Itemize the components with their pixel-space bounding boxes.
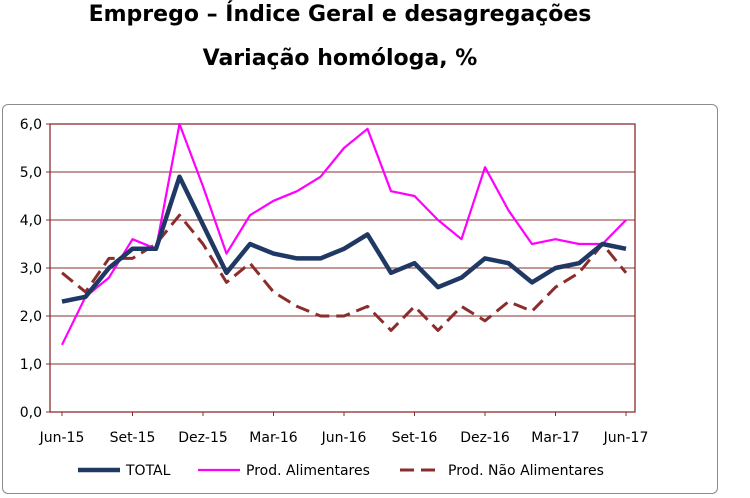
legend-label: TOTAL: [125, 463, 171, 479]
x-tick-label: Dez-16: [460, 430, 510, 446]
x-tick-label: Mar-16: [249, 430, 297, 446]
y-tick-label: 0,0: [20, 405, 42, 421]
legend-label: Prod. Não Alimentares: [448, 463, 604, 479]
grid-lines: [50, 123, 635, 413]
x-tick-label: Set-16: [392, 430, 438, 446]
chart-subtitle: Variação homóloga, %: [202, 46, 478, 71]
y-tick-label: 3,0: [20, 261, 42, 277]
series-line-prod-n-o-alimentares: [61, 213, 628, 332]
legend: TOTAL Prod. Alimentares Prod. Não Alimenta…: [78, 463, 604, 479]
x-tick-label: Set-15: [110, 430, 156, 446]
x-tick-label: Dez-15: [178, 430, 228, 446]
y-tick-label: 6,0: [20, 117, 42, 133]
x-tick-label: Jun-17: [603, 430, 649, 446]
y-tick-label: 5,0: [20, 165, 42, 181]
y-tick-label: 1,0: [20, 357, 42, 373]
series-line-prod-alimentares: [61, 122, 627, 346]
x-axis: Jun-15 Set-15 Dez-15 Mar-16 Jun-16 Set-16 Dez-…: [39, 412, 649, 446]
x-tick-label: Mar-17: [531, 430, 579, 446]
x-tick-label: Jun-15: [39, 430, 85, 446]
legend-label: Prod. Alimentares: [246, 463, 370, 479]
y-tick-label: 2,0: [20, 309, 42, 325]
chart-title: Emprego – Índice Geral e desagregações: [88, 2, 592, 27]
y-axis: 0,0 1,0 2,0 3,0 4,0 5,0 6,0: [20, 117, 50, 421]
y-tick-label: 4,0: [20, 213, 42, 229]
x-tick-label: Jun-16: [321, 430, 367, 446]
chart-frame: [2, 104, 718, 494]
series-group: [61, 122, 628, 346]
series-line-total: [61, 174, 627, 304]
